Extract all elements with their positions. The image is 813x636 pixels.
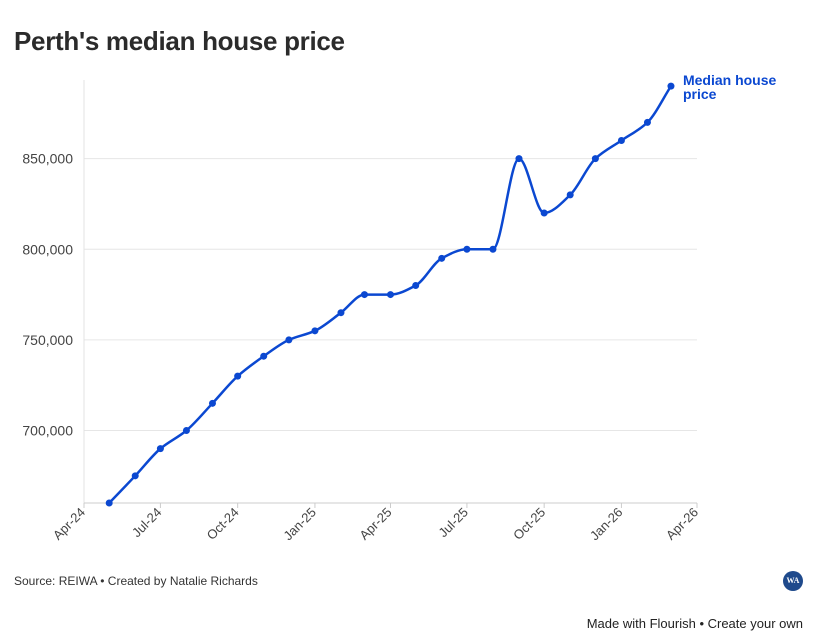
- line-chart: 700,000 750,000 800,000 850,000 Apr-24 Jul-2…: [22, 72, 777, 544]
- flourish-footer: Made with Flourish • Create your own: [587, 616, 803, 631]
- data-point: [131, 472, 139, 480]
- data-point: [156, 445, 164, 453]
- y-axis: 700,000 750,000 800,000 850,000: [22, 80, 85, 503]
- data-point: [643, 118, 651, 126]
- data-point: [260, 352, 268, 360]
- x-tick-label: Oct-25: [510, 505, 548, 543]
- data-point: [285, 336, 293, 344]
- y-tick-label: 850,000: [22, 151, 73, 167]
- data-point: [311, 327, 319, 335]
- data-point: [182, 427, 190, 434]
- x-axis: Apr-24 Jul-24 Oct-24 Jan-25 Apr-25 Jul-25 Oct-…: [50, 502, 701, 544]
- data-point: [105, 499, 113, 507]
- footer-separator: •: [695, 616, 708, 631]
- data-point: [438, 254, 446, 262]
- x-tick-label: Apr-25: [356, 505, 394, 543]
- x-tick-label: Jul-24: [129, 505, 165, 541]
- series-layer: Median house price: [105, 72, 777, 507]
- x-tick-label: Apr-26: [663, 505, 701, 543]
- data-point: [387, 291, 394, 299]
- data-point: [463, 245, 471, 253]
- create-your-own-link[interactable]: Create your own: [707, 616, 803, 631]
- x-tick-label: Jul-25: [435, 505, 471, 541]
- y-tick-label: 750,000: [22, 332, 73, 348]
- made-with-flourish-link[interactable]: Made with Flourish: [586, 616, 696, 631]
- data-point: [360, 291, 368, 299]
- x-tick-label: Jan-26: [587, 505, 626, 544]
- data-point: [515, 155, 523, 163]
- data-point: [412, 282, 420, 289]
- source-credit: Source: REIWA • Created by Natalie Richa…: [14, 574, 258, 588]
- y-tick-label: 800,000: [22, 241, 73, 257]
- series-label: Median house price: [683, 72, 777, 102]
- wa-logo-icon[interactable]: WA: [783, 571, 803, 591]
- data-point: [667, 82, 675, 90]
- data-point: [337, 309, 345, 317]
- x-tick-label: Apr-24: [50, 505, 88, 543]
- data-point: [234, 372, 242, 380]
- y-tick-label: 700,000: [22, 423, 73, 439]
- x-tick-label: Jan-25: [280, 505, 319, 544]
- chart-title: Perth's median house price: [14, 26, 345, 56]
- data-point: [208, 399, 216, 407]
- x-tick-label: Oct-24: [204, 505, 242, 543]
- data-point: [489, 245, 497, 253]
- data-point: [566, 191, 574, 199]
- data-point: [591, 155, 599, 163]
- data-point: [617, 137, 625, 144]
- data-point: [540, 209, 548, 217]
